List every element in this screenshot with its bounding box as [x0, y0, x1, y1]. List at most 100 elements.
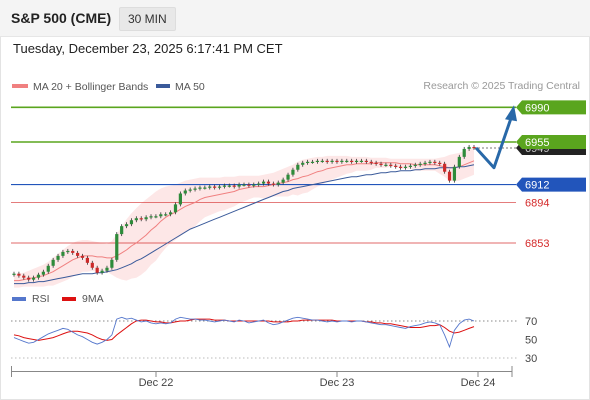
candle — [374, 160, 378, 166]
candle — [408, 163, 412, 169]
candle — [17, 271, 21, 278]
candle — [261, 179, 266, 186]
candle — [173, 202, 178, 215]
forecast-arrow-head — [505, 105, 517, 122]
candle — [154, 214, 158, 219]
candle — [208, 184, 212, 190]
candle — [183, 188, 187, 196]
candle — [462, 146, 466, 159]
candle — [340, 158, 344, 164]
candle — [310, 159, 315, 164]
candle — [315, 158, 320, 164]
level-label-6853: 6853 — [525, 238, 549, 250]
rsi-tick-label: 30 — [525, 353, 537, 365]
candle — [296, 162, 300, 172]
candle — [423, 160, 427, 166]
candle — [124, 222, 129, 229]
candle — [149, 214, 153, 220]
candle — [276, 180, 280, 187]
candle — [447, 169, 452, 183]
candle — [394, 163, 398, 169]
candle — [139, 216, 143, 222]
candle — [100, 268, 104, 275]
candle — [271, 181, 275, 187]
candle — [301, 160, 305, 167]
candle — [22, 273, 26, 280]
candle — [193, 186, 197, 192]
candle — [345, 158, 349, 163]
x-tick-label: Dec 23 — [320, 377, 355, 389]
rsi-ma-legend-swatch — [62, 297, 76, 301]
x-tick-label: Dec 22 — [139, 377, 174, 389]
x-tick-label: Dec 24 — [461, 377, 496, 389]
candle — [320, 158, 324, 163]
candle — [56, 253, 60, 262]
candle — [232, 183, 236, 189]
candle — [237, 182, 241, 189]
candle — [359, 158, 364, 163]
candle — [457, 154, 461, 169]
ma50-legend-swatch — [156, 84, 170, 88]
candle — [41, 269, 45, 277]
candle — [252, 182, 256, 188]
candle — [438, 160, 442, 166]
candle — [350, 158, 354, 164]
candle — [27, 275, 31, 282]
candle — [80, 253, 85, 260]
bollinger-band-area — [14, 147, 474, 288]
forecast-arrow — [474, 105, 517, 170]
candle — [85, 255, 90, 265]
candle — [12, 271, 16, 277]
candle — [443, 161, 447, 174]
candle — [144, 215, 148, 222]
candle — [413, 162, 417, 168]
rsi-legend: RSI 9MA — [12, 293, 104, 305]
candle — [306, 159, 310, 165]
candle — [242, 182, 246, 187]
candle — [227, 183, 231, 188]
candle — [51, 257, 55, 268]
candle — [46, 263, 50, 274]
copyright-note: Research © 2025 Trading Central — [423, 80, 580, 92]
candle — [129, 218, 134, 227]
candle — [403, 164, 408, 170]
candle — [168, 210, 173, 217]
rsi-panel: 70 50 30 — [11, 316, 537, 365]
candle — [398, 164, 403, 170]
candle — [335, 158, 339, 164]
candle — [36, 272, 41, 280]
timeframe-badge[interactable]: 30 MIN — [119, 7, 176, 31]
level-label-6894: 6894 — [525, 197, 549, 209]
instrument-title: S&P 500 (CME) — [11, 10, 112, 26]
level-value: 6912 — [525, 180, 549, 192]
candle — [134, 216, 138, 223]
candle — [105, 265, 109, 273]
candle — [217, 184, 222, 190]
candle — [325, 158, 329, 164]
candle — [433, 159, 437, 165]
level-label-6955: 6955 — [516, 135, 586, 149]
ma20-legend-swatch — [12, 84, 28, 88]
price-legend: MA 20 + Bollinger Bands MA 50 — [12, 81, 205, 93]
candle — [115, 232, 119, 262]
candle — [203, 185, 207, 190]
price-levels — [11, 106, 516, 244]
ma20-legend-label: MA 20 + Bollinger Bands — [33, 81, 148, 93]
candle — [472, 144, 476, 150]
candle — [120, 224, 124, 237]
level-value: 6894 — [525, 197, 549, 209]
timestamp: Tuesday, December 23, 2025 6:17:41 PM CE… — [13, 41, 283, 56]
level-value: 6853 — [525, 238, 549, 250]
rsi-legend-label: RSI — [32, 293, 50, 305]
candle — [266, 179, 271, 186]
candle — [384, 162, 388, 167]
candle — [379, 161, 383, 167]
candle — [369, 159, 373, 165]
candle — [286, 172, 290, 182]
candle — [164, 212, 168, 217]
candle — [330, 158, 334, 164]
rsi-ma-legend-label: 9MA — [82, 293, 104, 305]
rsi-tick-label: 50 — [525, 335, 537, 347]
ma50-legend-label: MA 50 — [175, 81, 205, 93]
chart-header: S&P 500 (CME) 30 MIN — [0, 0, 590, 37]
